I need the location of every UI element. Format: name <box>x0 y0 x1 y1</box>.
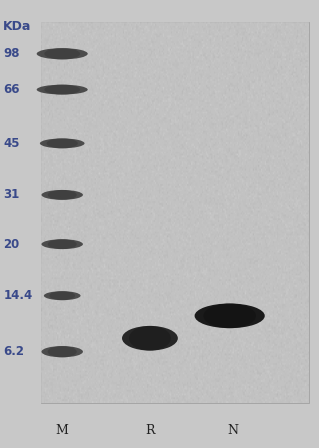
Ellipse shape <box>37 48 88 60</box>
Text: 31: 31 <box>3 188 19 202</box>
Ellipse shape <box>41 346 83 358</box>
Text: 66: 66 <box>3 83 20 96</box>
Text: KDa: KDa <box>3 20 32 33</box>
Text: 6.2: 6.2 <box>3 345 24 358</box>
Text: 98: 98 <box>3 47 20 60</box>
Ellipse shape <box>129 326 171 350</box>
Ellipse shape <box>44 48 80 60</box>
Text: 20: 20 <box>3 237 19 251</box>
Ellipse shape <box>47 138 78 148</box>
Ellipse shape <box>44 291 81 300</box>
Ellipse shape <box>41 190 83 200</box>
Ellipse shape <box>48 239 77 249</box>
Ellipse shape <box>41 239 83 249</box>
Ellipse shape <box>49 291 75 300</box>
Ellipse shape <box>204 304 256 328</box>
Ellipse shape <box>122 326 178 350</box>
Text: R: R <box>145 423 155 437</box>
Text: 45: 45 <box>3 137 20 150</box>
Ellipse shape <box>48 346 77 358</box>
Text: 14.4: 14.4 <box>3 289 33 302</box>
Ellipse shape <box>37 85 88 95</box>
Ellipse shape <box>44 85 80 95</box>
FancyBboxPatch shape <box>41 22 309 403</box>
Ellipse shape <box>40 138 85 148</box>
Text: M: M <box>56 423 69 437</box>
Text: N: N <box>227 423 238 437</box>
Ellipse shape <box>48 190 77 200</box>
Ellipse shape <box>195 304 265 328</box>
